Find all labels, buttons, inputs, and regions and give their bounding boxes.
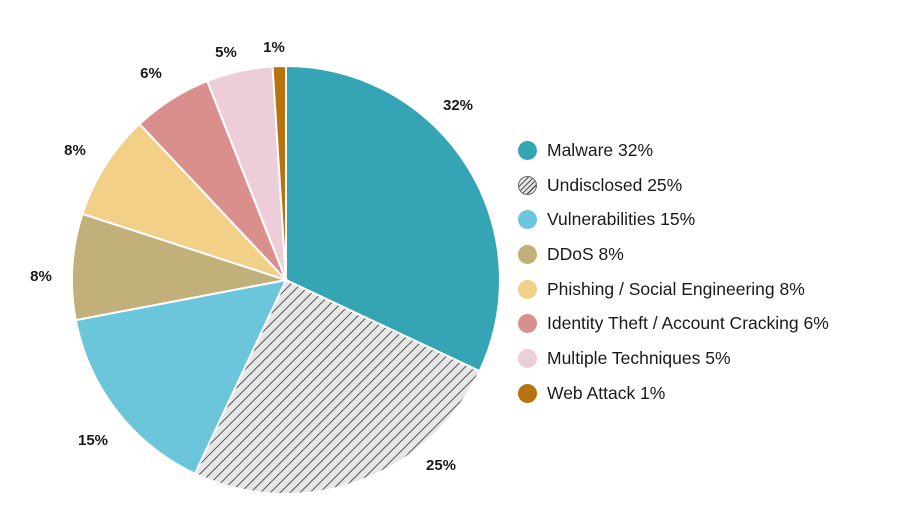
pie-label-phishing-social-engineering: 8% (64, 142, 86, 159)
pie-slice-phishing-social-engineering (81, 122, 287, 281)
legend-label-ddos: DDoS 8% (547, 243, 624, 264)
legend-swatch-undisclosed (518, 175, 537, 195)
legend-item-multiple-techniques: Multiple Techniques 5% (518, 341, 829, 376)
legend-swatch-phishing-social-engineering (518, 279, 537, 299)
pie-label-undisclosed: 25% (426, 457, 456, 474)
pie-label-multiple-techniques: 5% (215, 44, 237, 61)
legend-item-ddos: DDoS 8% (518, 237, 829, 272)
pie-slice-undisclosed (193, 278, 481, 495)
pie-label-identity-theft-account-cracking: 6% (140, 65, 162, 82)
legend-label-vulnerabilities: Vulnerabilities 15% (547, 209, 696, 230)
legend-item-web-attack: Web Attack 1% (518, 376, 829, 411)
legend-swatch-identity-theft-account-cracking (518, 314, 537, 334)
pie-label-web-attack: 1% (263, 39, 285, 56)
pie-slice-vulnerabilities (74, 278, 288, 475)
legend-swatch-multiple-techniques (518, 348, 537, 368)
legend-item-malware: Malware 32% (518, 133, 829, 168)
legend-label-multiple-techniques: Multiple Techniques 5% (547, 347, 731, 368)
legend-swatch-malware (518, 140, 537, 160)
pie-label-malware: 32% (443, 97, 473, 114)
legend-label-phishing-social-engineering: Phishing / Social Engineering 8% (547, 278, 805, 299)
legend-swatch-ddos (518, 244, 537, 264)
legend-item-identity-theft-account-cracking: Identity Theft / Account Cracking 6% (518, 306, 829, 341)
legend-item-phishing-social-engineering: Phishing / Social Engineering 8% (518, 272, 829, 307)
legend-label-undisclosed: Undisclosed 25% (547, 174, 683, 195)
pie-label-ddos: 8% (30, 268, 52, 285)
legend-label-malware: Malware 32% (547, 139, 654, 160)
pie-percent-labels: 32% 25% 15% 8% 8% 6% 5% 1% (30, 39, 473, 474)
legend-swatch-vulnerabilities (518, 210, 537, 230)
pie-slice-web-attack (271, 64, 287, 281)
chart-legend: Malware 32% Undisclosed 25% Vulnerabilitie… (518, 133, 829, 411)
legend-label-identity-theft-account-cracking: Identity Theft / Account Cracking 6% (547, 313, 829, 334)
legend-item-undisclosed: Undisclosed 25% (518, 168, 829, 203)
legend-item-vulnerabilities: Vulnerabilities 15% (518, 202, 829, 237)
legend-swatch-web-attack (518, 383, 537, 403)
pie-label-vulnerabilities: 15% (78, 432, 108, 449)
pie-slices (71, 64, 501, 495)
legend-label-web-attack: Web Attack 1% (547, 382, 666, 403)
pie-slice-malware (285, 64, 501, 373)
pie-slice-ddos (71, 212, 287, 322)
